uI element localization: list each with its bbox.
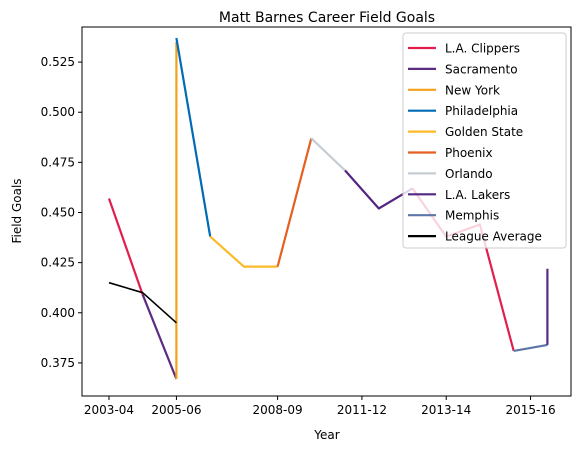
x-tick-label: 2005-06 [151, 403, 201, 417]
legend-label: Memphis [445, 209, 499, 223]
legend-box [402, 32, 567, 249]
series-line-5 [276, 138, 313, 267]
legend-label: L.A. Clippers [445, 42, 520, 56]
y-tick-label: 0.475 [41, 155, 75, 169]
x-tick-label: 2008-09 [253, 403, 303, 417]
series-line-9 [513, 343, 548, 352]
chart-title: Matt Barnes Career Field Goals [219, 10, 435, 26]
legend: L.A. Clippers Sacramento New York Philadelp… [402, 32, 567, 249]
series-line-11 [108, 281, 177, 324]
x-axis-label: Year [313, 428, 339, 442]
legend-label: Orlando [445, 167, 493, 181]
y-tick-label: 0.425 [41, 256, 75, 270]
legend-label: Golden State [445, 125, 523, 139]
x-tick-label: 2013-14 [421, 403, 471, 417]
y-tick-label: 0.500 [41, 105, 75, 119]
series-line-4 [209, 235, 278, 268]
legend-label: Phoenix [445, 146, 493, 160]
x-tick-label: 2011-12 [337, 403, 387, 417]
legend-label: Sacramento [445, 62, 518, 76]
series-line-3 [175, 37, 212, 237]
legend-label: League Average [445, 230, 542, 244]
y-tick-label: 0.400 [41, 306, 75, 320]
legend-label: New York [445, 83, 500, 97]
axes: 0.375 0.400 0.425 0.450 0.475 0.500 0.525 2003-… [41, 55, 556, 417]
series-line-6 [310, 137, 346, 172]
legend-label: L.A. Lakers [445, 188, 510, 202]
y-tick-label: 0.375 [41, 356, 75, 370]
series-line-1 [141, 294, 178, 380]
x-tick-label: 2003-04 [84, 403, 134, 417]
y-tick-label: 0.525 [41, 55, 75, 69]
legend-label: Philadelphia [445, 104, 518, 118]
y-axis-label: Field Goals [10, 178, 24, 243]
series-line-0 [107, 198, 144, 296]
series-line-7 [344, 169, 414, 210]
plot-frame [81, 26, 572, 397]
x-tick-label: 2015-16 [505, 403, 555, 417]
y-tick-label: 0.450 [41, 206, 75, 220]
